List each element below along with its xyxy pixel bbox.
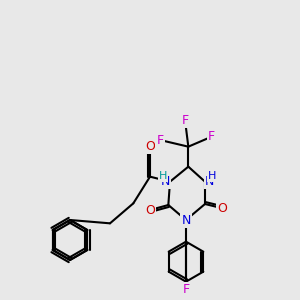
Text: O: O — [145, 140, 155, 153]
Text: F: F — [208, 130, 215, 143]
Text: H: H — [208, 171, 216, 181]
Text: N: N — [160, 175, 170, 188]
Text: H: H — [159, 171, 167, 181]
Text: F: F — [182, 283, 190, 296]
Text: O: O — [218, 202, 228, 215]
Text: N: N — [181, 214, 191, 226]
Text: F: F — [182, 113, 189, 127]
Text: N: N — [205, 175, 214, 188]
Text: O: O — [145, 203, 155, 217]
Text: F: F — [156, 134, 164, 146]
